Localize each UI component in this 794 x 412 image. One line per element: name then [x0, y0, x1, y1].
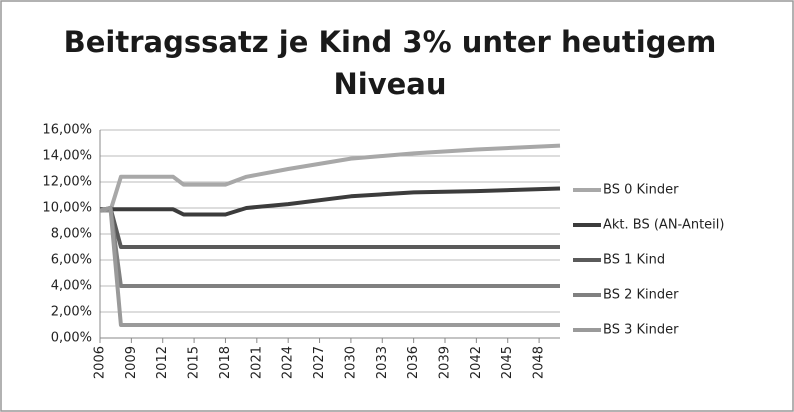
y-tick-label: 0,00% — [51, 331, 92, 346]
y-tick-label: 8,00% — [51, 227, 92, 242]
chart-title: Beitragssatz je Kind 3% unter heutigem — [64, 25, 717, 59]
x-tick-label: 2018 — [218, 346, 233, 379]
series-line — [100, 143, 561, 213]
x-tick-label: 2021 — [249, 346, 264, 379]
x-tick-label: 2039 — [438, 346, 453, 379]
legend-label: BS 1 Kind — [603, 253, 665, 268]
y-tick-label: 12,00% — [42, 175, 92, 190]
x-tick-label: 2033 — [375, 346, 390, 379]
y-tick-label: 6,00% — [51, 253, 92, 268]
y-tick-label: 2,00% — [51, 305, 92, 320]
series-line — [99, 206, 560, 288]
x-tick-label: 2012 — [155, 346, 170, 379]
x-tick-label: 2036 — [406, 346, 421, 379]
x-tick-label: 2042 — [469, 346, 484, 379]
legend-label: BS 3 Kinder — [603, 323, 679, 338]
series-line — [99, 206, 560, 249]
x-tick-label: 2006 — [93, 346, 108, 379]
y-tick-label: 4,00% — [51, 279, 92, 294]
series-line — [100, 186, 561, 217]
series-line — [99, 206, 560, 327]
legend-label: BS 0 Kinder — [603, 183, 679, 198]
x-tick-label: 2015 — [187, 346, 202, 379]
chart-title: Niveau — [334, 67, 447, 101]
x-tick-label: 2009 — [124, 346, 139, 379]
legend-label: Akt. BS (AN-Anteil) — [603, 218, 724, 233]
y-tick-label: 16,00% — [42, 123, 92, 138]
x-tick-label: 2048 — [532, 346, 547, 379]
y-tick-label: 10,00% — [42, 201, 92, 216]
legend-label: BS 2 Kinder — [603, 288, 679, 303]
x-tick-label: 2045 — [500, 346, 515, 379]
x-tick-label: 2027 — [312, 346, 327, 379]
x-tick-label: 2024 — [281, 346, 296, 379]
y-tick-label: 14,00% — [42, 149, 92, 164]
x-tick-label: 2030 — [343, 346, 358, 379]
